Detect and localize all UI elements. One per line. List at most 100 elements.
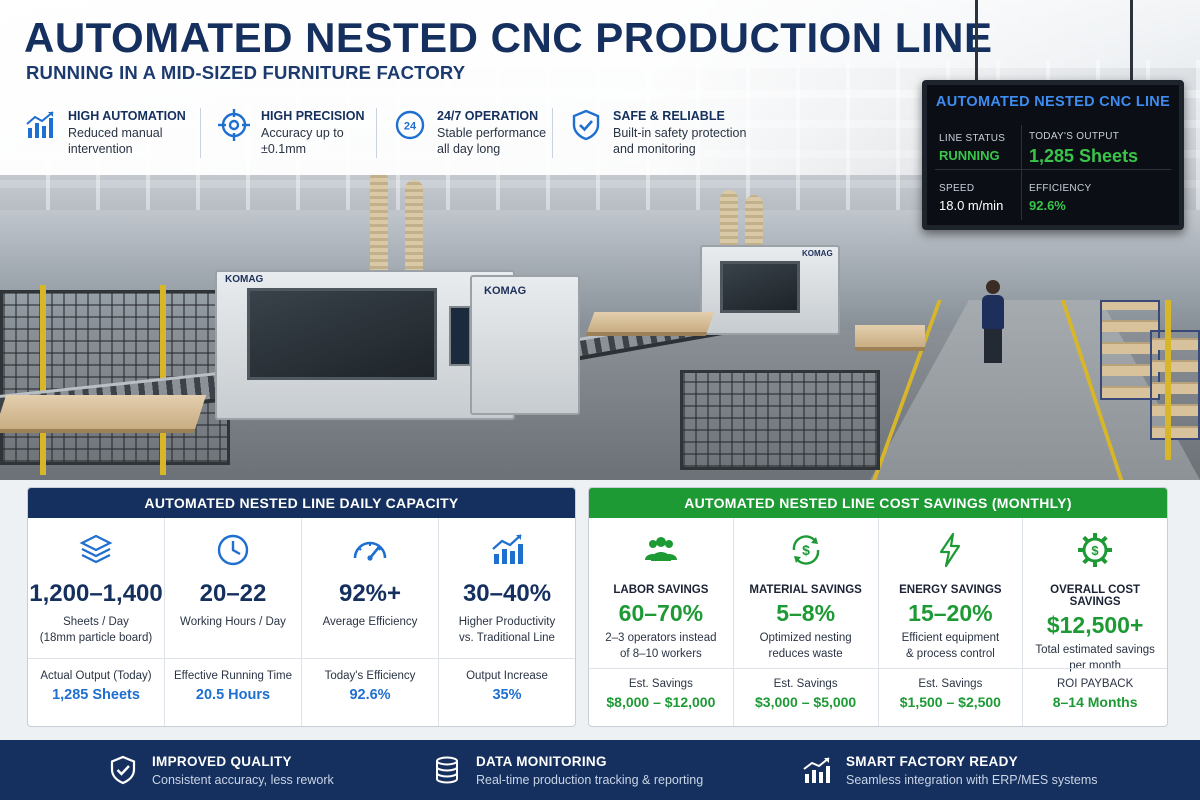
feature-desc: all day long (437, 142, 501, 156)
lightning-icon (940, 532, 961, 568)
feature-desc: Reduced manual (68, 125, 163, 140)
divider (302, 658, 438, 659)
feature-title: SAFE & RELIABLE (613, 109, 725, 123)
footer-item-smart-factory: SMART FACTORY READY Seamless integration… (802, 754, 1097, 787)
dust-duct (405, 180, 423, 280)
fence-post (1165, 300, 1171, 460)
monitor-title: AUTOMATED NESTED CNC LINE (935, 94, 1171, 110)
capacity-value: 1,200–1,400 (29, 580, 163, 607)
savings-desc: reduces waste (768, 647, 843, 660)
footer-item-monitoring: DATA MONITORING Real-time production tra… (432, 754, 703, 787)
capacity-bottom-label: Actual Output (Today) (40, 670, 152, 682)
monitor-mount (975, 0, 978, 80)
feature-row: HIGH AUTOMATION Reduced manual intervent… (24, 108, 762, 158)
efficiency-value: 92.6% (1029, 198, 1066, 213)
feature-desc: ±0.1mm (261, 142, 307, 156)
divider (589, 668, 733, 669)
capacity-bottom-label: Effective Running Time (173, 670, 293, 682)
people-icon (644, 537, 677, 561)
savings-desc: Efficient equipment (901, 632, 1000, 644)
savings-panel: AUTOMATED NESTED LINE COST SAVINGS (MONT… (588, 487, 1168, 727)
monitor-speed: SPEED 18.0 m/min (939, 183, 1003, 213)
feature-high-automation: HIGH AUTOMATION Reduced manual intervent… (24, 108, 200, 158)
footer-title: DATA MONITORING (476, 753, 607, 769)
monitor-status: LINE STATUS RUNNING (939, 133, 1005, 163)
divider (165, 658, 301, 659)
dust-duct (370, 170, 388, 280)
feature-high-precision: HIGH PRECISION Accuracy up to ±0.1mm (200, 108, 376, 158)
capacity-desc: Higher Productivity (458, 616, 556, 628)
capacity-bottom-value: 20.5 Hours (195, 687, 271, 703)
savings-desc: per month (1069, 659, 1122, 672)
capacity-desc: Working Hours / Day (180, 616, 286, 628)
dollar-recycle-icon: $ (792, 535, 819, 565)
dust-duct (745, 195, 763, 250)
capacity-heading: AUTOMATED NESTED LINE DAILY CAPACITY (28, 488, 575, 518)
gear-dollar-icon: $ (1078, 533, 1113, 567)
cnc-machine: KOMAG (700, 245, 840, 335)
divider (28, 658, 164, 659)
feature-24-7-operation: 24 24/7 OPERATION Stable performance all… (376, 108, 552, 158)
footer-desc: Consistent accuracy, less rework (152, 772, 334, 787)
savings-desc: of 8–10 workers (619, 647, 702, 660)
feature-safe-reliable: SAFE & RELIABLE Built-in safety protecti… (552, 108, 762, 158)
gauge-icon (353, 541, 387, 561)
growth-chart-icon (803, 757, 830, 783)
cnc-machine: KOMAG (470, 275, 580, 415)
divider (878, 668, 1023, 669)
capacity-panel: AUTOMATED NESTED LINE DAILY CAPACITY 1,2… (27, 487, 576, 727)
monitor-efficiency: EFFICIENCY 92.6% (1029, 183, 1091, 213)
database-icon (436, 756, 458, 784)
footer-desc: Real-time production tracking & reportin… (476, 772, 704, 787)
fence-post (40, 285, 46, 475)
bar-chart-up-icon (26, 111, 54, 138)
savings-bottom-value: $8,000 – $12,000 (606, 694, 716, 710)
feature-desc: Stable performance (437, 125, 547, 140)
svg-text:$: $ (1092, 543, 1100, 558)
page-title: AUTOMATED NESTED CNC PRODUCTION LINE (24, 14, 993, 61)
svg-text:$: $ (802, 542, 810, 558)
capacity-desc: Average Efficiency (322, 616, 418, 628)
savings-bottom-label: Est. Savings (773, 678, 838, 690)
layers-icon (79, 534, 113, 564)
capacity-bottom-label: Output Increase (466, 670, 548, 682)
savings-bottom-value: 8–14 Months (1052, 694, 1138, 710)
status-value: RUNNING (939, 148, 1000, 163)
savings-col-overall: $ OVERALL COST SAVINGS $12,500+ Total es… (1023, 518, 1167, 726)
efficiency-label: EFFICIENCY (1029, 183, 1092, 194)
growth-chart-icon (492, 534, 523, 564)
status-label: LINE STATUS (939, 133, 1006, 144)
feature-desc: intervention (68, 142, 133, 156)
svg-text:24: 24 (404, 121, 417, 133)
capacity-bottom-label: Today's Efficiency (324, 670, 416, 682)
savings-desc: Total estimated savings (1035, 644, 1155, 656)
capacity-col-output: 1,200–1,400 Sheets / Day (18mm particle … (28, 518, 165, 726)
clock-24-icon: 24 (395, 110, 425, 140)
particle-board-stack (585, 312, 715, 336)
savings-col-energy: ENERGY SAVINGS 15–20% Efficient equipmen… (878, 518, 1024, 726)
divider (1023, 668, 1167, 669)
feature-title: HIGH AUTOMATION (68, 109, 186, 123)
savings-value: 60–70% (618, 600, 704, 626)
capacity-desc: vs. Traditional Line (459, 632, 555, 644)
worker-figure (982, 280, 1004, 363)
savings-desc: 2–3 operators instead (605, 632, 717, 644)
footer-title: SMART FACTORY READY (846, 753, 1018, 769)
savings-desc: & process control (905, 647, 995, 660)
shield-check-icon (110, 755, 136, 785)
savings-label: MATERIAL SAVINGS (749, 584, 862, 596)
speed-value: 18.0 m/min (939, 198, 1004, 213)
feature-desc: Built-in safety protection (613, 125, 747, 140)
capacity-bottom-value: 92.6% (349, 687, 391, 703)
machine-brand: KOMAG (802, 249, 833, 258)
capacity-bottom-value: 35% (492, 687, 522, 703)
savings-bottom-label: Est. Savings (918, 678, 983, 690)
savings-bottom-value: $1,500 – $2,500 (899, 694, 1001, 710)
monitor-divider (935, 169, 1171, 170)
footer-bar: IMPROVED QUALITY Consistent accuracy, le… (0, 740, 1200, 800)
savings-value: 5–8% (776, 600, 836, 626)
footer-item-quality: IMPROVED QUALITY Consistent accuracy, le… (108, 754, 334, 787)
capacity-value: 30–40% (462, 580, 552, 607)
savings-bottom-label: ROI PAYBACK (1056, 678, 1134, 690)
output-value: 1,285 Sheets (1029, 146, 1139, 166)
